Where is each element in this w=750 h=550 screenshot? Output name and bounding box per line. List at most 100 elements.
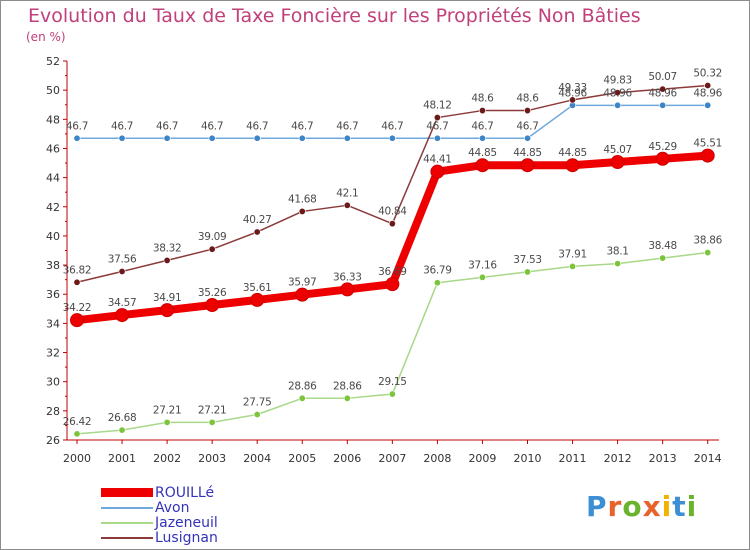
data-label: 46.7 bbox=[471, 120, 493, 132]
proxiti-logo: Proxiti bbox=[586, 490, 697, 523]
y-tick-label: 36 bbox=[46, 288, 60, 301]
data-label: 36.82 bbox=[63, 264, 92, 276]
data-point bbox=[388, 390, 396, 398]
data-label: 34.57 bbox=[108, 297, 137, 309]
data-label: 42.1 bbox=[336, 187, 358, 199]
data-point bbox=[253, 134, 261, 142]
data-label: 38.86 bbox=[693, 235, 722, 247]
data-point bbox=[523, 268, 531, 276]
data-label: 28.86 bbox=[288, 380, 317, 392]
y-tick-label: 48 bbox=[46, 113, 60, 126]
data-label: 48.96 bbox=[603, 87, 632, 99]
data-point bbox=[478, 107, 486, 115]
y-tick-label: 50 bbox=[46, 84, 60, 97]
logo-letter: t bbox=[672, 490, 687, 523]
data-label: 48.96 bbox=[693, 87, 722, 99]
data-label: 34.22 bbox=[63, 302, 92, 314]
data-point bbox=[433, 134, 441, 142]
data-point bbox=[208, 245, 216, 253]
data-point bbox=[163, 134, 171, 142]
data-label: 27.21 bbox=[198, 404, 227, 416]
data-point bbox=[475, 158, 490, 173]
data-label: 37.53 bbox=[513, 254, 542, 266]
data-point bbox=[478, 134, 486, 142]
logo-letter: P bbox=[586, 490, 608, 523]
data-point bbox=[340, 282, 355, 297]
x-tick-label: 2004 bbox=[243, 452, 271, 465]
y-tick-label: 32 bbox=[46, 347, 60, 360]
x-tick-label: 2008 bbox=[423, 452, 451, 465]
data-label: 46.7 bbox=[246, 120, 268, 132]
data-label: 27.75 bbox=[243, 396, 272, 408]
data-label: 27.21 bbox=[153, 404, 182, 416]
data-point bbox=[70, 313, 84, 328]
logo-letter: x bbox=[642, 490, 662, 523]
data-label: 38.48 bbox=[648, 240, 677, 252]
y-tick-label: 28 bbox=[46, 405, 60, 418]
data-label: 46.7 bbox=[66, 120, 88, 132]
data-point bbox=[520, 158, 535, 173]
data-point bbox=[298, 134, 306, 142]
x-tick-label: 2000 bbox=[63, 452, 91, 465]
data-point bbox=[343, 134, 351, 142]
data-label: 45.07 bbox=[603, 144, 632, 156]
data-label: 44.85 bbox=[468, 147, 497, 159]
data-label: 35.26 bbox=[198, 287, 227, 299]
x-tick-label: 2009 bbox=[468, 452, 496, 465]
legend-item-avon: Avon bbox=[101, 500, 218, 515]
data-point bbox=[478, 273, 486, 281]
data-label: 35.97 bbox=[288, 277, 317, 289]
x-tick-label: 2010 bbox=[514, 452, 542, 465]
data-label: 45.51 bbox=[693, 138, 722, 150]
data-label: 36.69 bbox=[378, 266, 407, 278]
data-label: 40.27 bbox=[243, 214, 272, 226]
data-point bbox=[523, 107, 531, 115]
legend-swatch-jazeneuil bbox=[101, 521, 153, 524]
data-point bbox=[73, 134, 81, 142]
data-point bbox=[253, 228, 261, 236]
data-label: 46.7 bbox=[156, 120, 178, 132]
y-tick-label: 42 bbox=[46, 201, 60, 214]
data-point bbox=[118, 267, 126, 275]
data-label: 37.16 bbox=[468, 259, 497, 271]
data-point bbox=[565, 158, 580, 173]
data-label: 46.7 bbox=[516, 120, 538, 132]
y-tick-label: 26 bbox=[46, 434, 60, 447]
data-point bbox=[250, 292, 265, 307]
legend-item-jazeneuil: Jazeneuil bbox=[101, 515, 218, 530]
data-point bbox=[569, 262, 577, 270]
data-point bbox=[118, 134, 126, 142]
data-point bbox=[433, 279, 441, 287]
y-tick-label: 40 bbox=[46, 230, 60, 243]
data-point bbox=[163, 418, 171, 426]
data-label: 26.68 bbox=[108, 412, 137, 424]
logo-letter: i bbox=[661, 490, 673, 523]
x-tick-label: 2013 bbox=[649, 452, 677, 465]
data-point bbox=[73, 278, 81, 286]
data-point bbox=[295, 287, 310, 302]
data-label: 50.32 bbox=[693, 67, 722, 79]
y-tick-label: 34 bbox=[46, 317, 60, 330]
data-point bbox=[343, 201, 351, 209]
data-point bbox=[659, 254, 667, 262]
data-point bbox=[659, 101, 667, 109]
data-label: 48.96 bbox=[558, 87, 587, 99]
data-point bbox=[118, 426, 126, 434]
legend-item-rouille: ROUILLé bbox=[101, 485, 218, 500]
chart-title: Evolution du Taux de Taxe Foncière sur l… bbox=[28, 5, 641, 27]
data-point bbox=[433, 114, 441, 122]
data-label: 34.91 bbox=[153, 292, 182, 304]
legend-item-lusignan: Lusignan bbox=[101, 530, 218, 545]
data-point bbox=[205, 298, 220, 313]
x-tick-label: 2002 bbox=[153, 452, 181, 465]
data-label: 46.7 bbox=[291, 120, 313, 132]
data-label: 38.1 bbox=[607, 246, 629, 258]
data-point bbox=[610, 155, 625, 170]
data-point bbox=[343, 394, 351, 402]
data-point bbox=[704, 101, 712, 109]
x-tick-label: 2003 bbox=[198, 452, 226, 465]
x-tick-label: 2012 bbox=[604, 452, 632, 465]
data-label: 45.29 bbox=[648, 141, 677, 153]
